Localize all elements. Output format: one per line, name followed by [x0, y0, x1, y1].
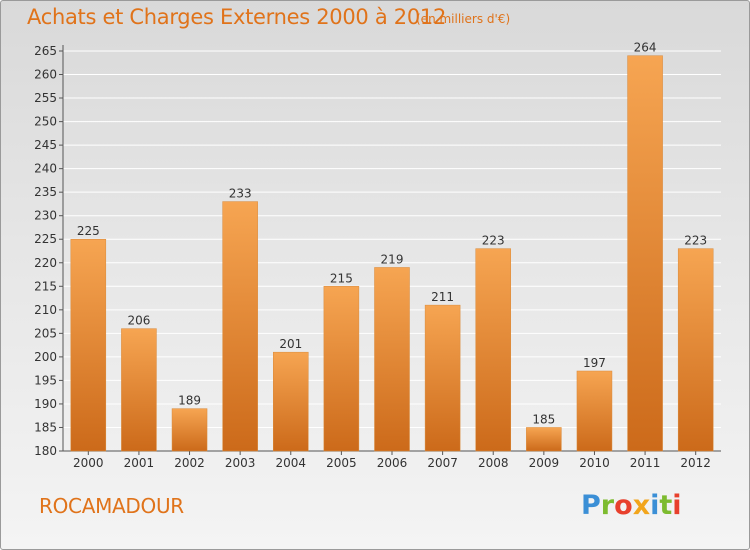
bar-2004 — [273, 351, 309, 452]
logo-letter: o — [614, 490, 633, 521]
value-label: 197 — [583, 356, 606, 370]
y-tick-label: 255 — [34, 91, 57, 105]
x-tick-label: 2010 — [579, 456, 610, 470]
bar-2009 — [526, 427, 562, 452]
value-label: 215 — [330, 271, 353, 285]
x-tick-label: 2004 — [275, 456, 306, 470]
bar-2007 — [424, 304, 461, 452]
location-name: ROCAMADOUR — [39, 494, 184, 518]
bar-2002 — [171, 408, 208, 452]
x-tick-label: 2001 — [124, 456, 155, 470]
logo-letter: r — [600, 490, 615, 521]
bar-2005 — [323, 286, 360, 452]
y-tick-label: 210 — [34, 303, 57, 317]
bar-2012 — [677, 248, 714, 452]
value-label: 219 — [381, 252, 404, 266]
bar-2010 — [576, 370, 613, 452]
bar-2001 — [121, 328, 157, 452]
value-label: 211 — [431, 290, 454, 304]
logo-letter: P — [581, 490, 601, 521]
value-label: 264 — [634, 41, 657, 55]
bars — [70, 55, 714, 452]
y-tick-label: 230 — [34, 209, 57, 223]
value-label: 223 — [684, 234, 707, 248]
x-tick-label: 2000 — [73, 456, 104, 470]
value-label: 206 — [127, 314, 150, 328]
value-labels: 225 206 189 233 201 215 219 211 223 185 197 264 223 — [77, 41, 707, 427]
y-tick-label: 220 — [34, 256, 57, 270]
x-tick-label: 2008 — [478, 456, 509, 470]
x-tick-label: 2012 — [680, 456, 711, 470]
y-tick-label: 180 — [34, 444, 57, 458]
axes: 180 185 190 195 200 205 210 215 220 225 230 235 240 2… — [34, 44, 721, 470]
y-tick-label: 240 — [34, 162, 57, 176]
y-tick-label: 185 — [34, 420, 57, 434]
value-label: 223 — [482, 234, 505, 248]
bar-2008 — [475, 248, 511, 452]
bar-2011 — [627, 55, 663, 452]
bar-2006 — [374, 267, 410, 452]
logo-letter: i — [672, 490, 682, 521]
value-label: 189 — [178, 394, 201, 408]
proxiti-logo: Proxiti — [581, 490, 682, 521]
y-tick-label: 190 — [34, 397, 57, 411]
x-tick-label: 2005 — [326, 456, 357, 470]
y-tick-label: 265 — [34, 44, 57, 58]
y-tick-label: 260 — [34, 68, 57, 82]
x-tick-label: 2003 — [225, 456, 256, 470]
bar-2003 — [222, 201, 258, 452]
y-tick-label: 205 — [34, 326, 57, 340]
y-tick-label: 215 — [34, 279, 57, 293]
value-label: 225 — [77, 224, 100, 238]
y-tick-label: 195 — [34, 373, 57, 387]
logo-letter: x — [632, 490, 651, 521]
bar-2000 — [70, 238, 107, 452]
value-label: 185 — [532, 412, 555, 426]
x-tick-label: 2009 — [529, 456, 560, 470]
x-tick-label: 2011 — [630, 456, 661, 470]
y-tick-label: 250 — [34, 115, 57, 129]
logo-letter: i — [650, 490, 660, 521]
value-label: 201 — [279, 337, 302, 351]
x-tick-label: 2002 — [174, 456, 205, 470]
logo-letter: t — [659, 490, 673, 521]
y-tick-label: 225 — [34, 232, 57, 246]
x-tick-label: 2006 — [377, 456, 408, 470]
x-tick-label: 2007 — [427, 456, 458, 470]
y-tick-label: 200 — [34, 350, 57, 364]
chart-title: Achats et Charges Externes 2000 à 2012 — [27, 5, 447, 29]
y-tick-label: 245 — [34, 138, 57, 152]
y-tick-label: 235 — [34, 185, 57, 199]
chart-subtitle: (en milliers d'€) — [416, 12, 511, 26]
value-label: 233 — [229, 187, 252, 201]
